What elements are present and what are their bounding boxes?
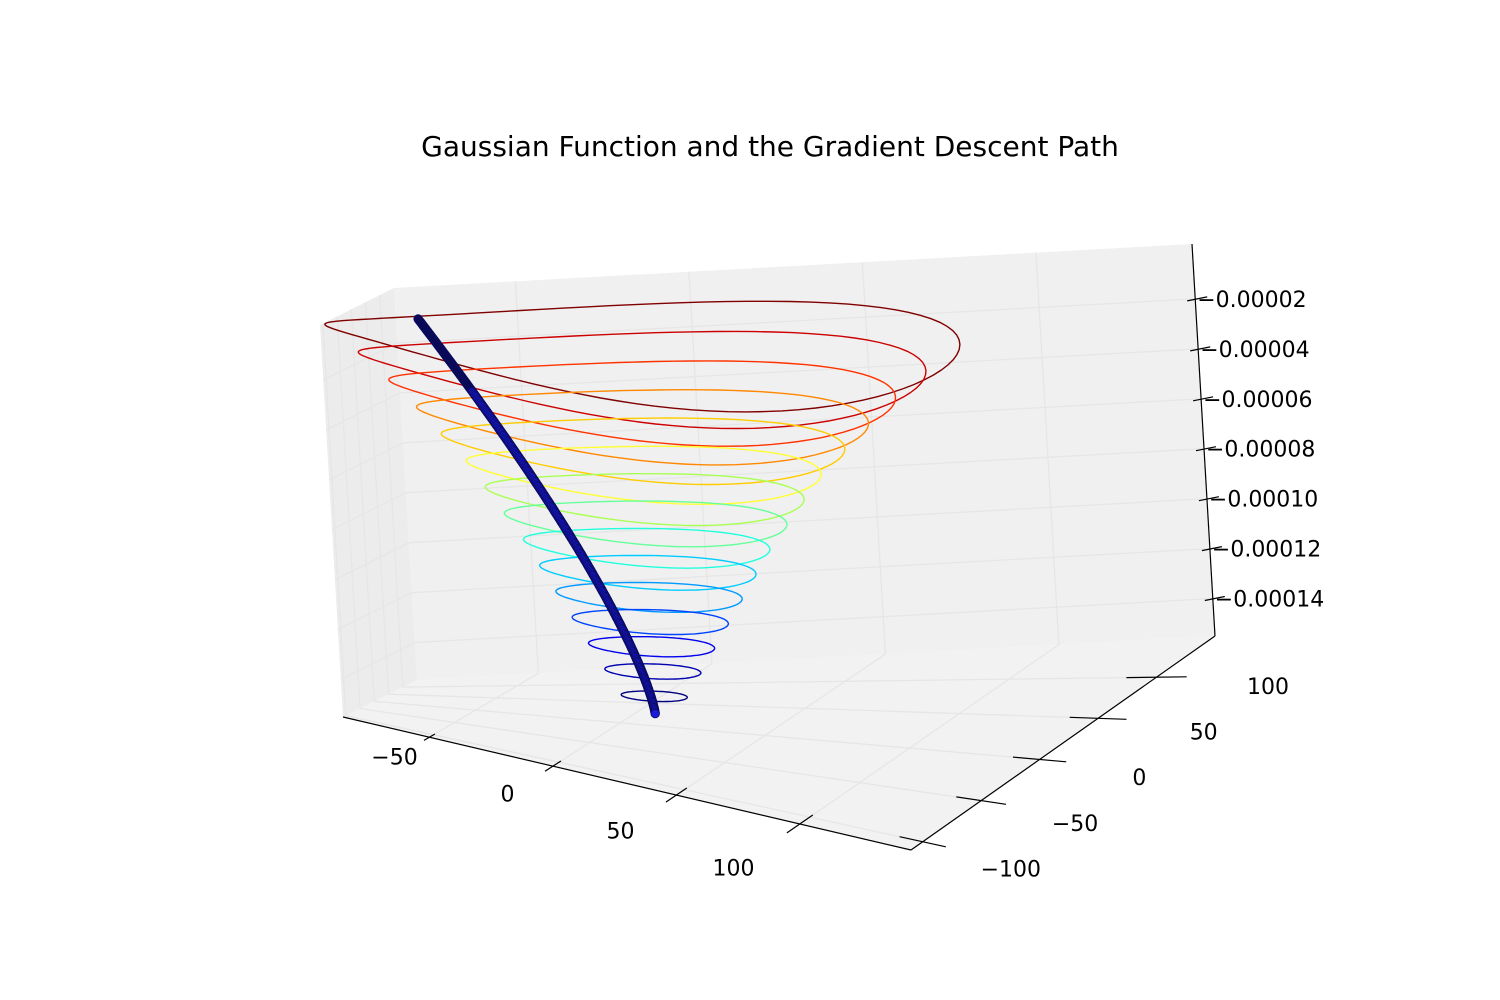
grid-line-z-back bbox=[400, 348, 1199, 394]
x-tick-label: −50 bbox=[371, 746, 417, 771]
contour-ring bbox=[522, 527, 771, 569]
z-tick-mark bbox=[1192, 396, 1214, 402]
floor-pane bbox=[343, 636, 1215, 850]
contour-ring bbox=[555, 581, 743, 613]
tick-marks bbox=[423, 296, 1225, 848]
z-tick-label: −0.00002 bbox=[1197, 288, 1306, 313]
z-tick-mark bbox=[1190, 346, 1211, 352]
grid-line-y-wall bbox=[379, 295, 404, 688]
y-tick-label: 50 bbox=[1190, 721, 1218, 746]
y-tick-mark bbox=[1126, 676, 1187, 679]
grid-line-z-left bbox=[337, 592, 413, 631]
contour-ring bbox=[538, 554, 757, 591]
z-tick-mark bbox=[1204, 595, 1225, 602]
grid-line-z-left bbox=[331, 492, 407, 531]
contour-ring bbox=[415, 388, 870, 466]
x-tick-mark bbox=[786, 814, 814, 834]
left-wall-pane bbox=[320, 288, 417, 717]
contour-ring bbox=[484, 473, 805, 527]
axis-lines bbox=[342, 243, 1216, 851]
contour-ring bbox=[587, 636, 716, 658]
grid-line-z-back bbox=[403, 398, 1202, 444]
y-tick-label: 0 bbox=[1132, 766, 1146, 791]
grid-line-y-wall bbox=[336, 316, 361, 709]
x-tick-mark bbox=[544, 760, 562, 772]
chart-title: Gaussian Function and the Gradient Desce… bbox=[421, 130, 1119, 163]
contour-ring bbox=[465, 445, 823, 506]
z-tick-label: −0.00008 bbox=[1206, 438, 1315, 463]
z-tick-label: −0.00004 bbox=[1200, 338, 1309, 363]
x-tick-label: 0 bbox=[501, 783, 515, 808]
grid-line-x-wall bbox=[1035, 252, 1060, 645]
grid-line-y-floor bbox=[360, 707, 982, 802]
grid-line-x-wall bbox=[688, 271, 713, 664]
y-tick-mark bbox=[956, 796, 1007, 805]
z-tick-label: −0.00006 bbox=[1203, 388, 1312, 413]
contour-ring bbox=[388, 360, 897, 447]
contour-ring bbox=[357, 330, 927, 430]
grid-line-z-back bbox=[414, 597, 1213, 644]
z-tick-label: −0.00014 bbox=[1215, 588, 1324, 613]
tick-labels: −50 0 50 100 −100 −50 0 50 100 −0.00002 −0.00004 −0… bbox=[371, 288, 1324, 883]
contour-ring bbox=[503, 500, 788, 548]
grid-line-z-left bbox=[322, 342, 398, 381]
grid-line-y-floor bbox=[388, 693, 1099, 719]
grid-line-y-wall bbox=[322, 323, 347, 716]
x-axis-line bbox=[342, 716, 912, 851]
grid-line-y-floor bbox=[374, 700, 1040, 761]
grid-line-x-floor bbox=[552, 663, 713, 767]
x-tick-label: 50 bbox=[607, 820, 635, 845]
grid-line-z-left bbox=[325, 392, 401, 431]
y-tick-label: −50 bbox=[1052, 812, 1098, 837]
grid-line-y-floor bbox=[402, 676, 1157, 688]
grid-line-y-wall bbox=[350, 309, 375, 702]
descent-path bbox=[413, 314, 660, 719]
grid-line-x-wall bbox=[861, 262, 887, 655]
z-tick-label: −0.00010 bbox=[1209, 488, 1318, 513]
grid-lines bbox=[322, 252, 1213, 843]
z-tick-mark bbox=[1195, 446, 1217, 452]
z-tick-mark bbox=[1198, 496, 1220, 502]
contour-ring bbox=[620, 690, 688, 703]
contour-rings bbox=[323, 300, 961, 703]
y-tick-label: 100 bbox=[1247, 675, 1289, 700]
contour-ring bbox=[440, 417, 846, 486]
axes-panes bbox=[320, 244, 1215, 850]
grid-line-y-wall bbox=[364, 302, 390, 695]
grid-line-z-left bbox=[334, 542, 410, 581]
x-tick-mark bbox=[665, 787, 688, 803]
contour-ring bbox=[571, 608, 730, 636]
y-tick-label: −100 bbox=[981, 857, 1041, 882]
contour-ring bbox=[604, 663, 702, 680]
x-tick-label: 100 bbox=[713, 857, 755, 882]
x-tick-mark bbox=[423, 733, 436, 741]
z-axis-line bbox=[1191, 243, 1216, 637]
back-wall-pane bbox=[394, 244, 1215, 680]
contour-ring bbox=[323, 300, 961, 413]
y-axis-line bbox=[910, 635, 1216, 851]
grid-line-x-floor bbox=[429, 672, 539, 738]
y-tick-mark bbox=[1012, 756, 1067, 763]
grid-line-z-left bbox=[328, 442, 404, 481]
z-tick-mark bbox=[1201, 546, 1223, 552]
grid-line-y-floor bbox=[345, 714, 923, 843]
grid-line-z-left bbox=[340, 641, 416, 681]
y-tick-mark bbox=[899, 836, 946, 848]
z-tick-mark bbox=[1187, 296, 1208, 302]
grid-line-x-floor bbox=[676, 653, 886, 796]
descent-path-point bbox=[650, 708, 660, 719]
z-tick-label: −0.00012 bbox=[1212, 538, 1321, 563]
grid-line-z-back bbox=[408, 498, 1207, 544]
grid-line-z-back bbox=[397, 298, 1196, 344]
grid-line-x-floor bbox=[799, 644, 1060, 825]
grid-line-z-back bbox=[411, 547, 1210, 594]
y-tick-mark bbox=[1069, 716, 1127, 720]
